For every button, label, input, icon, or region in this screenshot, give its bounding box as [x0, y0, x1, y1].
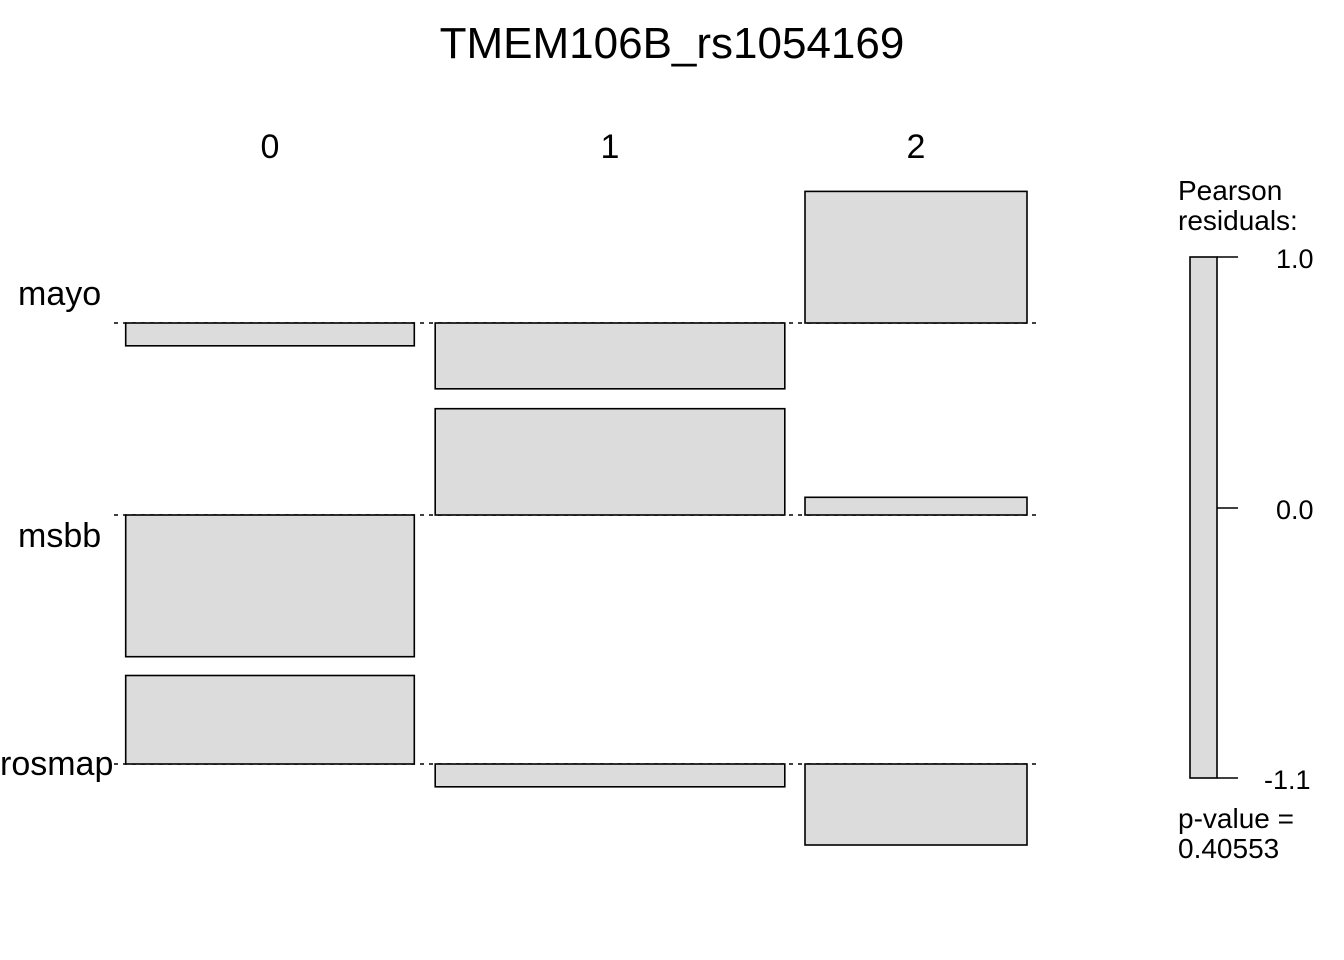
residual-bar-msbb-0: [124, 514, 416, 658]
row-label-rosmap: rosmap: [0, 745, 113, 783]
residual-bar-msbb-1: [434, 407, 786, 516]
legend-zero-label: 0.0: [1276, 495, 1314, 525]
column-label-0: 0: [261, 128, 280, 166]
legend-title-line1: Pearson: [1178, 175, 1282, 206]
row-label-msbb: msbb: [18, 517, 101, 555]
residual-bar-mayo-2: [804, 190, 1028, 324]
residual-bar-mayo-1: [434, 322, 786, 390]
pvalue-value: 0.40553: [1178, 833, 1279, 864]
legend: Pearson residuals: 1.0 0.0 -1.1 p-value …: [1178, 175, 1314, 864]
residual-bar-mayo-0: [124, 322, 416, 347]
residual-bar-rosmap-1: [434, 763, 786, 788]
legend-title-line2: residuals:: [1178, 205, 1298, 236]
legend-color-bar: [1189, 256, 1218, 779]
legend-min-label: -1.1: [1264, 765, 1311, 795]
column-label-1: 1: [601, 128, 620, 166]
residual-bar-rosmap-2: [804, 763, 1028, 846]
column-label-2: 2: [907, 128, 926, 166]
residual-bar-rosmap-0: [124, 674, 416, 765]
plot-rows: [114, 190, 1036, 846]
chart-title: TMEM106B_rs1054169: [440, 19, 905, 68]
pvalue-label: p-value =: [1178, 803, 1294, 834]
residual-bar-msbb-2: [804, 496, 1028, 516]
legend-max-label: 1.0: [1276, 244, 1314, 274]
row-label-mayo: mayo: [18, 275, 101, 313]
